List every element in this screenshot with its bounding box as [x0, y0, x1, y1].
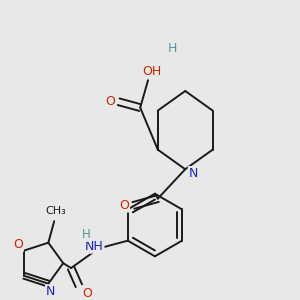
Text: O: O: [14, 238, 23, 251]
Text: H: H: [82, 228, 91, 241]
Text: O: O: [120, 199, 130, 212]
Text: N: N: [46, 285, 55, 298]
Text: CH₃: CH₃: [46, 206, 67, 216]
Text: NH: NH: [85, 240, 104, 253]
Text: H: H: [168, 42, 177, 56]
Text: N: N: [188, 167, 198, 180]
Text: OH: OH: [142, 65, 162, 78]
Text: O: O: [105, 95, 115, 108]
Text: O: O: [82, 287, 92, 300]
